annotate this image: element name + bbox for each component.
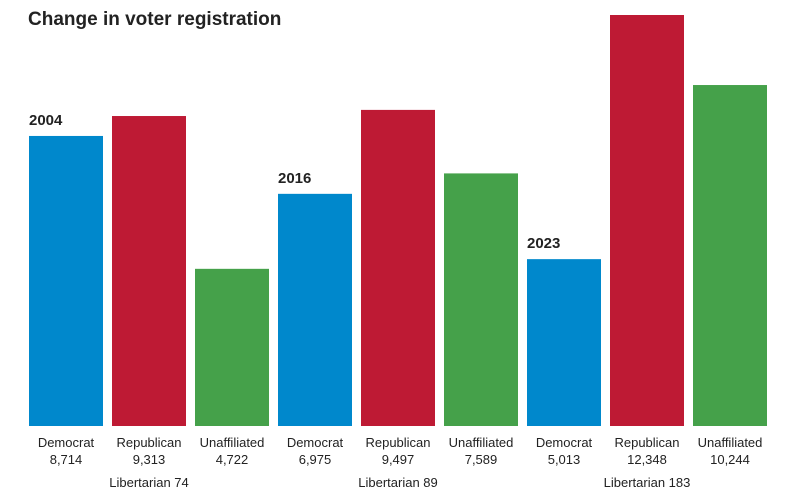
libertarian-label-2023: Libertarian 183 bbox=[604, 475, 691, 490]
party-label: Democrat bbox=[38, 435, 95, 450]
labels-layer: Democrat 8,714 2004 Republican 9,313 Unaffili… bbox=[29, 112, 762, 490]
value-label: 8,714 bbox=[50, 452, 83, 467]
libertarian-label-2016: Libertarian 89 bbox=[358, 475, 438, 490]
value-label: 7,589 bbox=[465, 452, 498, 467]
party-label: Unaffiliated bbox=[200, 435, 265, 450]
party-label: Democrat bbox=[536, 435, 593, 450]
value-label: 4,722 bbox=[216, 452, 249, 467]
bars-layer bbox=[29, 15, 767, 426]
bar-2016-republican bbox=[361, 109, 435, 426]
party-label: Republican bbox=[116, 435, 181, 450]
bar-2004-republican bbox=[112, 116, 186, 426]
libertarian-label-2004: Libertarian 74 bbox=[109, 475, 189, 490]
value-label: 6,975 bbox=[299, 452, 332, 467]
bar-2004-democrat bbox=[29, 135, 103, 426]
year-label-2016: 2016 bbox=[278, 170, 311, 187]
bar-2023-unaffiliated bbox=[693, 85, 767, 426]
party-label: Republican bbox=[614, 435, 679, 450]
chart-title: Change in voter registration bbox=[28, 9, 282, 30]
value-label: 10,244 bbox=[710, 452, 750, 467]
year-label-2023: 2023 bbox=[527, 235, 560, 252]
bar-2023-democrat bbox=[527, 259, 601, 426]
bar-2016-democrat bbox=[278, 193, 352, 426]
value-label: 5,013 bbox=[548, 452, 581, 467]
bar-2004-unaffiliated bbox=[195, 268, 269, 426]
value-label: 12,348 bbox=[627, 452, 667, 467]
value-label: 9,497 bbox=[382, 452, 415, 467]
bar-2016-unaffiliated bbox=[444, 173, 518, 426]
party-label: Unaffiliated bbox=[698, 435, 763, 450]
party-label: Republican bbox=[365, 435, 430, 450]
bar-2023-republican bbox=[610, 15, 684, 426]
value-label: 9,313 bbox=[133, 452, 166, 467]
year-label-2004: 2004 bbox=[29, 112, 63, 129]
party-label: Democrat bbox=[287, 435, 344, 450]
party-label: Unaffiliated bbox=[449, 435, 514, 450]
